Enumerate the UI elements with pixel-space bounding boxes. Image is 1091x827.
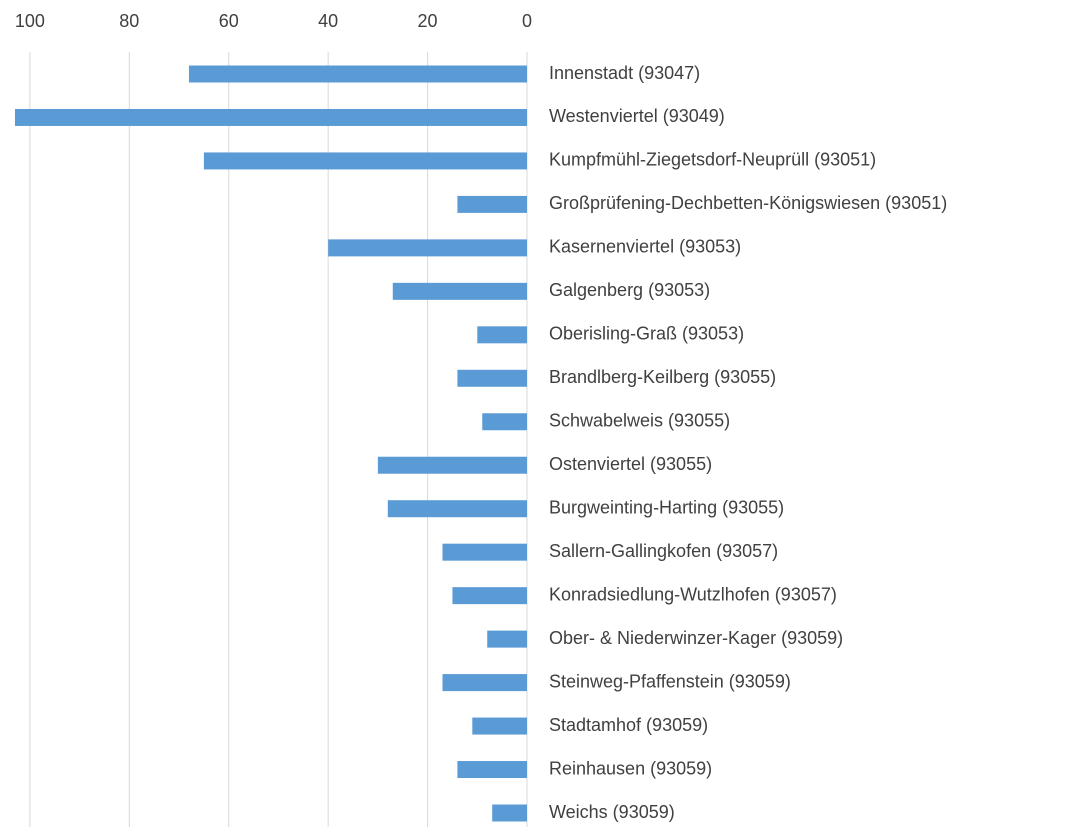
bar: [472, 717, 527, 735]
x-tick-label: 100: [15, 11, 45, 31]
bar: [203, 152, 527, 170]
x-tick-label: 20: [418, 11, 438, 31]
bar: [442, 543, 527, 561]
y-tick-label: Ostenviertel (93055): [549, 454, 712, 474]
bar: [14, 108, 528, 126]
bar: [442, 674, 527, 692]
y-tick-label: Ober- & Niederwinzer-Kager (93059): [549, 628, 843, 648]
x-tick-label: 60: [219, 11, 239, 31]
y-tick-label: Kasernenviertel (93053): [549, 237, 741, 257]
bar: [377, 456, 527, 474]
y-tick-label: Reinhausen (93059): [549, 758, 712, 778]
bar: [457, 369, 527, 387]
y-tick-label: Brandlberg-Keilberg (93055): [549, 367, 776, 387]
y-tick-label: Burgweinting-Harting (93055): [549, 497, 784, 517]
y-tick-label: Kumpfmühl-Ziegetsdorf-Neuprüll (93051): [549, 150, 876, 170]
bar: [188, 65, 527, 83]
bar: [387, 500, 527, 518]
x-tick-label: 80: [119, 11, 139, 31]
y-tick-label: Sallern-Gallingkofen (93057): [549, 541, 778, 561]
y-tick-label: Innenstadt (93047): [549, 63, 700, 83]
x-tick-label: 0: [522, 11, 532, 31]
y-tick-label: Schwabelweis (93055): [549, 411, 730, 431]
y-tick-label: Großprüfening-Dechbetten-Königswiesen (9…: [549, 193, 947, 213]
bar: [477, 326, 527, 344]
y-tick-label: Weichs (93059): [549, 802, 675, 822]
bar: [457, 761, 527, 779]
y-tick-label: Westenviertel (93049): [549, 106, 725, 126]
bar: [328, 239, 527, 257]
y-tick-label: Stadtamhof (93059): [549, 715, 708, 735]
y-tick-label: Konradsiedlung-Wutzlhofen (93057): [549, 584, 837, 604]
bar: [487, 630, 527, 648]
bar: [452, 587, 527, 605]
x-tick-label: 40: [318, 11, 338, 31]
bar: [457, 195, 527, 213]
y-tick-label: Oberisling-Graß (93053): [549, 324, 744, 344]
bar: [392, 282, 527, 300]
y-tick-label: Galgenberg (93053): [549, 280, 710, 300]
bar: [492, 804, 527, 822]
y-tick-label: Steinweg-Pfaffenstein (93059): [549, 671, 791, 691]
bar: [482, 413, 527, 431]
